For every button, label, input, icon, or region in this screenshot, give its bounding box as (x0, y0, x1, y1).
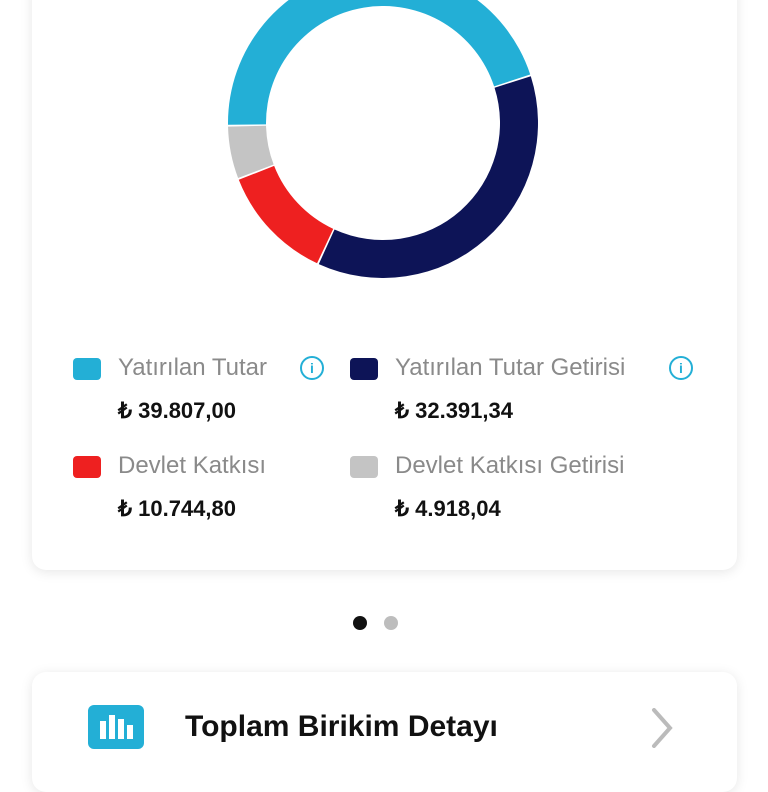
info-icon[interactable]: i (669, 356, 693, 380)
donut-segment (238, 165, 334, 264)
legend-label: Yatırılan Tutar Getirisi (395, 354, 626, 381)
donut-segment (228, 0, 531, 125)
chart-card (32, 0, 737, 570)
legend-swatch (350, 358, 378, 380)
detail-title: Toplam Birikim Detayı (185, 710, 498, 743)
info-icon[interactable]: i (300, 356, 324, 380)
legend-amount: ₺ 32.391,34 (395, 398, 513, 423)
legend-swatch (73, 358, 101, 380)
page-dot[interactable] (384, 616, 398, 630)
legend-label: Devlet Katkısı (118, 452, 267, 479)
legend-amount: ₺ 4.918,04 (395, 496, 501, 521)
donut-segment (228, 125, 274, 179)
legend-amount: ₺ 39.807,00 (118, 398, 236, 423)
legend-swatch (73, 456, 101, 478)
legend-amount: ₺ 10.744,80 (118, 496, 236, 521)
chevron (652, 708, 673, 748)
donut-segment (318, 76, 538, 279)
donut-chart (228, 0, 538, 279)
page: Yatırılan Tutar ₺ 39.807,00 Yatırılan Tuta… (32, 0, 737, 749)
legend-label: Yatırılan Tutar (118, 354, 267, 381)
legend-swatch (350, 456, 378, 478)
page-dot-active[interactable] (353, 616, 367, 630)
legend-label: Devlet Katkısı Getirisi (395, 452, 625, 479)
detail-card[interactable]: Toplam Birikim Detayı (32, 672, 737, 792)
detail-icon (88, 705, 144, 749)
